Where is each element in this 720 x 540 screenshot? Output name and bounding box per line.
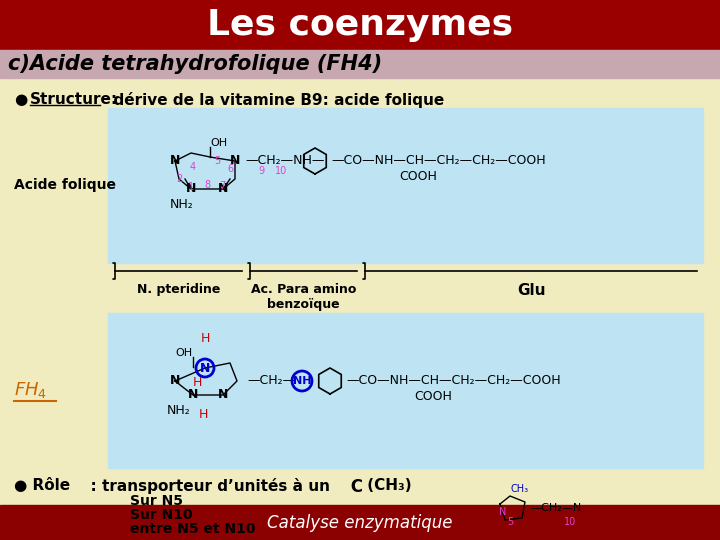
Bar xyxy=(0,0,720,50)
Text: 6: 6 xyxy=(227,164,233,174)
Text: N: N xyxy=(170,154,180,167)
Text: 10: 10 xyxy=(275,166,287,176)
Text: COOH: COOH xyxy=(399,171,437,184)
Text: N: N xyxy=(499,507,507,517)
Text: N: N xyxy=(218,388,228,402)
Text: —CH₂—: —CH₂— xyxy=(247,375,295,388)
Text: 1: 1 xyxy=(188,182,194,192)
Bar xyxy=(108,108,703,263)
Text: (CH₃): (CH₃) xyxy=(362,478,412,493)
Bar xyxy=(0,505,720,540)
Bar xyxy=(0,50,720,78)
Text: Sur N10: Sur N10 xyxy=(130,508,193,522)
Text: H: H xyxy=(192,375,202,388)
Text: 5: 5 xyxy=(507,517,513,527)
Text: N: N xyxy=(188,388,198,402)
Text: —CO—NH—CH—CH₂—CH₂—COOH: —CO—NH—CH—CH₂—CH₂—COOH xyxy=(331,154,546,167)
Text: OH: OH xyxy=(210,138,227,148)
Text: —CH₂—N: —CH₂—N xyxy=(530,503,581,513)
Text: Ac. Para amino
benzoïque: Ac. Para amino benzoïque xyxy=(251,283,356,311)
Text: Les coenzymes: Les coenzymes xyxy=(207,8,513,42)
Text: 4: 4 xyxy=(190,162,196,172)
Text: N. pteridine: N. pteridine xyxy=(137,283,220,296)
Text: 8: 8 xyxy=(204,180,210,190)
Bar xyxy=(0,78,720,505)
Text: NH: NH xyxy=(293,376,311,386)
Text: entre N5 et N10: entre N5 et N10 xyxy=(130,522,256,536)
Text: Structure:: Structure: xyxy=(30,92,118,107)
Text: N: N xyxy=(218,183,228,195)
Text: N: N xyxy=(230,154,240,167)
Text: COOH: COOH xyxy=(414,390,452,403)
Text: Sur N5: Sur N5 xyxy=(130,494,183,508)
Text: N: N xyxy=(186,183,196,195)
Text: Acide folique: Acide folique xyxy=(14,179,116,192)
Text: N: N xyxy=(170,375,180,388)
Text: 7: 7 xyxy=(219,181,225,191)
Text: c)Acide tetrahydrofolique (FH4): c)Acide tetrahydrofolique (FH4) xyxy=(8,54,382,74)
Text: OH: OH xyxy=(175,348,192,358)
Text: N: N xyxy=(200,361,210,375)
Text: $\mathit{FH_4}$: $\mathit{FH_4}$ xyxy=(14,381,47,401)
Text: CH₃: CH₃ xyxy=(511,484,529,494)
Text: Catalyse enzymatique: Catalyse enzymatique xyxy=(267,514,453,531)
Text: —CO—NH—CH—CH₂—CH₂—COOH: —CO—NH—CH—CH₂—CH₂—COOH xyxy=(346,375,561,388)
Text: C: C xyxy=(345,478,369,496)
Text: dérive de la vitamine B9: acide folique: dérive de la vitamine B9: acide folique xyxy=(103,92,444,108)
Text: ● Rôle: ● Rôle xyxy=(14,478,70,493)
Text: H: H xyxy=(198,408,207,422)
Text: NH₂: NH₂ xyxy=(170,199,194,212)
Text: ●: ● xyxy=(14,92,27,107)
Text: 10: 10 xyxy=(564,517,576,527)
Text: 9: 9 xyxy=(258,166,264,176)
Bar xyxy=(108,313,703,468)
Text: —CH₂—NH—: —CH₂—NH— xyxy=(245,154,325,167)
Text: : transporteur d’unités à un: : transporteur d’unités à un xyxy=(80,478,330,494)
Text: NH₂: NH₂ xyxy=(167,404,191,417)
Text: 5: 5 xyxy=(214,156,220,166)
Text: Glu: Glu xyxy=(517,283,545,298)
Text: H: H xyxy=(200,332,210,345)
Text: 2: 2 xyxy=(176,174,182,184)
